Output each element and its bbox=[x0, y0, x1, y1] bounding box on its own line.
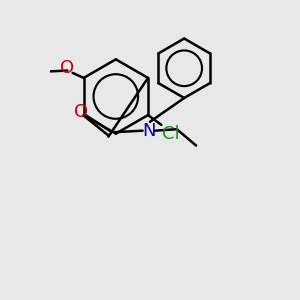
Text: N: N bbox=[142, 122, 155, 140]
Text: O: O bbox=[74, 103, 88, 121]
Text: O: O bbox=[60, 58, 74, 76]
Text: Cl: Cl bbox=[162, 125, 180, 143]
